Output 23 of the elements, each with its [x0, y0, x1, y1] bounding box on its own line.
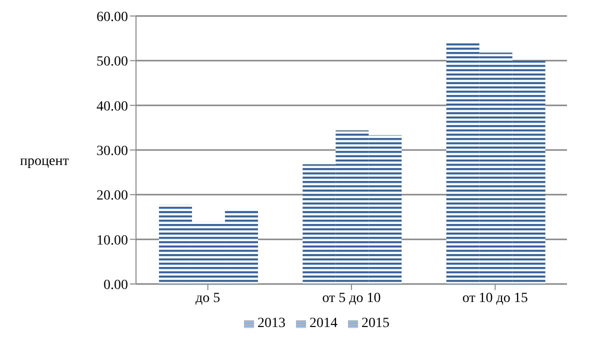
bar [512, 60, 546, 284]
x-tick-label: до 5 [196, 290, 220, 306]
bar [368, 135, 402, 284]
y-tick-label: 50.00 [96, 54, 128, 70]
bar [336, 130, 369, 284]
y-tick-label: 40.00 [96, 99, 128, 114]
bar [158, 204, 192, 284]
bar [192, 222, 225, 284]
bar [302, 164, 336, 284]
y-tick-label: 60.00 [96, 10, 128, 25]
legend-label: 2014 [310, 316, 338, 331]
x-tick-label: от 5 до 10 [322, 290, 381, 306]
bar [446, 42, 480, 284]
bar [224, 210, 258, 284]
bar [479, 52, 512, 284]
y-axis-title: процент [20, 154, 69, 170]
y-tick-label: 10.00 [96, 233, 128, 248]
y-tick-label: 20.00 [96, 188, 128, 204]
y-tick-label: 0.00 [104, 278, 128, 293]
legend-label: 2015 [362, 316, 390, 331]
y-tick-label: 30.00 [96, 144, 128, 159]
legend-label: 2013 [258, 316, 286, 331]
x-tick-label: от 10 до 15 [462, 290, 528, 306]
